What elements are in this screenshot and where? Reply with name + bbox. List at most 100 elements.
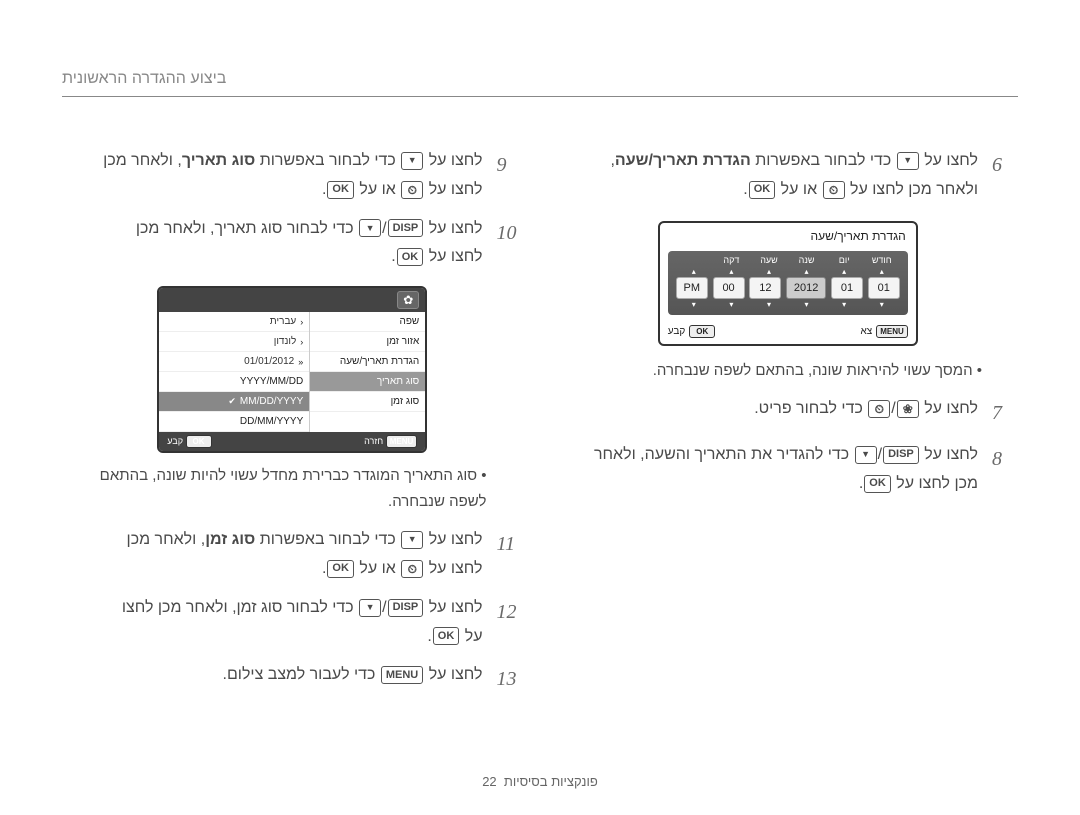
dt-label: שנה (791, 255, 823, 265)
macro-icon (897, 400, 919, 418)
content-columns: 9 לחצו על כדי לבחור באפשרות סוג תאריך, ו… (62, 147, 1018, 707)
txt: כדי לבחור באפשרות (255, 152, 400, 169)
txt: או על (355, 181, 400, 198)
label: קבע (167, 436, 183, 446)
menu-option: DD/MM/YYYY (159, 412, 309, 432)
dt-label: יום (828, 255, 860, 265)
datetime-panel: הגדרת תאריך/שעה חודש יום שנה שעה דקה ▴ ▴ ▴… (658, 221, 918, 346)
step-text: לחצו על DISP/ כדי לבחור סוג זמן, ולאחר מ… (62, 594, 483, 652)
txt: , ולאחר מכן (127, 531, 206, 548)
txt: כדי לעבור למצב צילום. (223, 666, 380, 683)
dt-cell-selected: 2012 (786, 277, 826, 299)
txt: כדי לבחור באפשרות (751, 152, 896, 169)
menu-mini-icon: MENU (386, 435, 418, 448)
txt: לחצו על (424, 152, 482, 169)
down-icon (359, 599, 381, 617)
step-text: לחצו על / כדי לבחור פריט. (558, 395, 979, 431)
txt: לחצו על (424, 560, 482, 577)
txt: לחצו על (424, 181, 482, 198)
timer-icon (823, 181, 845, 199)
dt-cell: 12 (749, 277, 781, 299)
ok-icon: OK (397, 248, 424, 266)
ok-icon: OK (749, 181, 776, 199)
menu-option: YYYY/MM/DD (159, 372, 309, 392)
step-8: 8 לחצו על DISP/ כדי להגדיר את התאריך והש… (558, 441, 1019, 499)
txt: כדי לבחור באפשרות (255, 531, 400, 548)
value: לונדון (274, 336, 297, 347)
label: שפה (316, 316, 419, 327)
chevron-icon: ‹ (300, 317, 303, 327)
dt-cells: 01 01 2012 12 00 PM (674, 276, 902, 300)
menu-option-selected: MM/DD/YYYY (159, 392, 309, 412)
dt-label: חודש (866, 255, 898, 265)
page-number: 22 (482, 774, 496, 789)
timer-icon (868, 400, 890, 418)
page-footer: פונקציות בסיסיות 22 (0, 774, 1080, 789)
menu-footer: MENU חזרה OK קבע (159, 432, 425, 451)
bold: סוג זמן (205, 531, 255, 548)
disp-icon: DISP (388, 599, 424, 617)
menu-tabs: ✿ (159, 288, 425, 312)
label: הגדרת תאריך/שעה (316, 356, 419, 367)
step-number: 10 (497, 215, 523, 273)
txt: לחצו על (424, 531, 482, 548)
menu-row: סוג זמן (310, 392, 425, 412)
menu-row-selected: סוג תאריך (310, 372, 425, 392)
down-icon: ▾ (791, 300, 823, 309)
step-number: 8 (992, 441, 1018, 499)
step-13: 13 לחצו על MENU כדי לעבור למצב צילום. (62, 661, 523, 697)
dt-label: דקה (715, 255, 747, 265)
label: קבע (668, 326, 686, 337)
dt-footer: MENU צא OK קבע (660, 321, 916, 344)
label: צא (860, 326, 872, 337)
label: אזור זמן (316, 336, 419, 347)
disp-icon: DISP (883, 446, 919, 464)
step-number: 7 (992, 395, 1018, 431)
label: חזרה (364, 436, 383, 446)
down-icon (897, 152, 919, 170)
down-icon: ▾ (866, 300, 898, 309)
chevron-dbl-icon: « (298, 357, 303, 367)
label: סוג תאריך (316, 376, 419, 387)
down-icon (401, 152, 423, 170)
txt: לחצו על (920, 152, 978, 169)
label: סוג זמן (316, 396, 419, 407)
gear-icon: ✿ (397, 291, 419, 309)
timer-icon (401, 560, 423, 578)
value: עברית (270, 316, 296, 327)
menu-row: אזור זמן (310, 332, 425, 352)
menu-row: שפה (310, 312, 425, 332)
step-9: 9 לחצו על כדי לבחור באפשרות סוג תאריך, ו… (62, 147, 523, 205)
step-12: 12 לחצו על DISP/ כדי לבחור סוג זמן, ולאח… (62, 594, 523, 652)
up-icon: ▴ (791, 267, 823, 276)
dt-up-arrows: ▴▴▴▴▴▴ (674, 267, 902, 276)
step-7: 7 לחצו על / כדי לבחור פריט. (558, 395, 1019, 431)
step-text: לחצו על כדי לבחור באפשרות הגדרת תאריך/שע… (558, 147, 979, 205)
dt-cell: 00 (713, 277, 745, 299)
step-text: לחצו על כדי לבחור באפשרות סוג זמן, ולאחר… (62, 526, 483, 584)
ok-icon: OK (327, 181, 354, 199)
step-text: לחצו על DISP/ כדי להגדיר את התאריך והשעה… (558, 441, 979, 499)
ok-icon: OK (433, 627, 460, 645)
ok-mini-icon: OK (186, 435, 212, 448)
footer-label: פונקציות בסיסיות (504, 774, 598, 789)
up-icon: ▴ (753, 267, 785, 276)
txt: או על (776, 181, 821, 198)
txt: לחצו על (920, 400, 978, 417)
step-text: לחצו על כדי לבחור באפשרות סוג תאריך, ולא… (62, 147, 483, 205)
ok-mini-icon: OK (689, 325, 715, 338)
txt: כדי לבחור סוג תאריך, ולאחר מכן (136, 220, 358, 237)
dt-title: הגדרת תאריך/שעה (660, 223, 916, 247)
step-text: לחצו על DISP/ כדי לבחור סוג תאריך, ולאחר… (62, 215, 483, 273)
menu-row: «01/01/2012 (159, 352, 309, 372)
txt: לחצו על (424, 248, 482, 265)
settings-menu: ✿ שפה אזור זמן הגדרת תאריך/שעה סוג תאריך… (157, 286, 427, 453)
dt-labels: חודש יום שנה שעה דקה (674, 255, 902, 267)
disp-icon: DISP (388, 219, 424, 237)
up-icon: ▴ (678, 267, 710, 276)
txt: כדי לבחור פריט. (754, 400, 867, 417)
txt: ולאחר מכן לחצו על (846, 181, 978, 198)
step-number: 11 (497, 526, 523, 584)
menu-mini-icon: MENU (876, 325, 908, 338)
bold: סוג תאריך (182, 152, 255, 169)
